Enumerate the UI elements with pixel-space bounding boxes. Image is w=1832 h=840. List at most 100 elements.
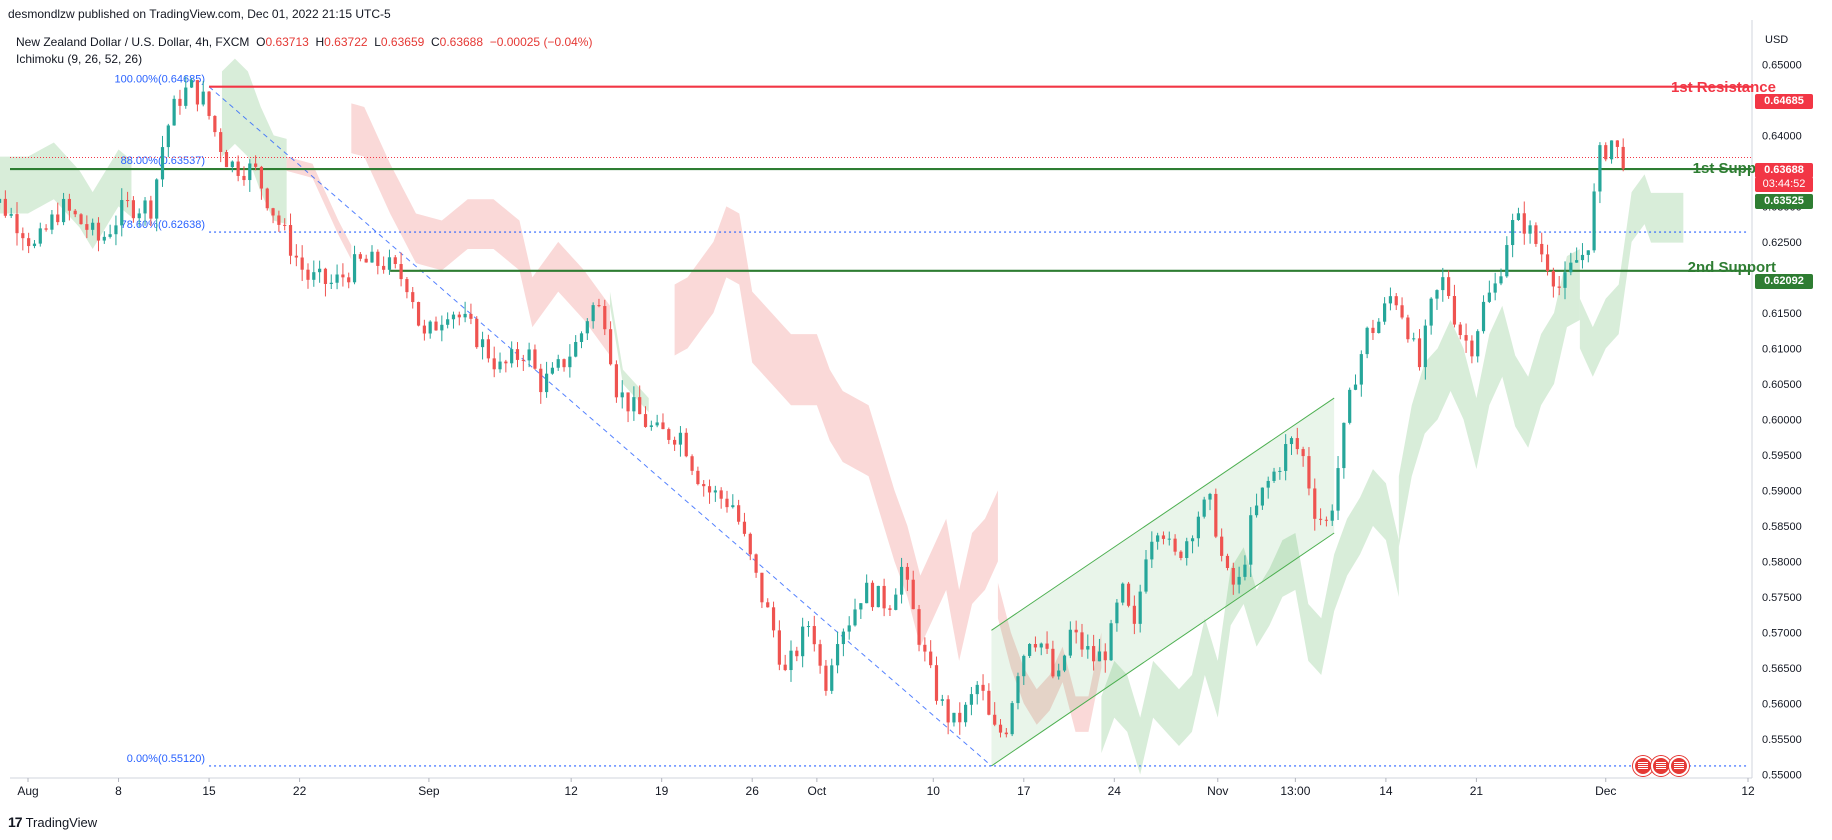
ascending-channel (991, 397, 1335, 767)
x-tick-label: Nov (1207, 784, 1228, 798)
candle-body (504, 361, 508, 364)
candle-body (539, 368, 543, 393)
candle-body (917, 609, 921, 645)
candle-body (1604, 145, 1608, 160)
candle-body (1074, 629, 1078, 633)
candle-body (9, 214, 13, 216)
support2-price-tag: 0.62092 (1755, 274, 1813, 289)
candle-body (835, 644, 840, 666)
candle-body (1371, 327, 1375, 334)
open-label: O (256, 35, 266, 49)
candle-body (213, 115, 217, 133)
y-tick-label: 0.57000 (1762, 627, 1802, 639)
candle-body (38, 228, 42, 244)
us-flag-icon[interactable] (1651, 756, 1671, 776)
candle-body (806, 626, 811, 628)
candle-body (399, 264, 403, 280)
candle-body (760, 572, 764, 603)
candle-body (684, 432, 688, 457)
ichimoku-cloud-segment (221, 58, 287, 225)
candle-body (1464, 335, 1468, 341)
indicator-label[interactable]: Ichimoku (9, 26, 52, 26) (16, 52, 143, 66)
x-tick-label: 8 (115, 784, 122, 798)
candle-body (574, 341, 578, 357)
candle-body (1266, 480, 1270, 488)
candle-body (521, 359, 525, 361)
candle-body (1522, 213, 1526, 234)
candle-body (1615, 140, 1619, 147)
currency-label: USD (1765, 34, 1789, 46)
candle-body (131, 200, 135, 219)
candle-body (1062, 655, 1067, 671)
x-tick-label: Oct (808, 784, 827, 798)
candle-body (312, 272, 316, 280)
candle-body (1435, 290, 1439, 299)
candle-body (1487, 292, 1491, 302)
candle-body (748, 533, 752, 555)
x-tick-label: 26 (746, 784, 760, 798)
candle-body (242, 175, 246, 181)
tradingview-logo[interactable]: 17 TradingView (8, 814, 97, 830)
candle-body (178, 98, 182, 106)
ichimoku-cloud-segment (609, 291, 649, 413)
candle-body (1249, 515, 1253, 565)
candle-body (492, 358, 496, 370)
close-label: C (430, 35, 440, 49)
y-tick-label: 0.64000 (1762, 130, 1802, 142)
candle-body (166, 125, 170, 148)
candle-body (783, 664, 787, 671)
candle-body (1196, 516, 1200, 539)
candle-body (1033, 644, 1038, 648)
candle-body (678, 432, 683, 445)
candle-body (603, 306, 607, 330)
candle-body (207, 91, 211, 116)
candle-body (265, 188, 269, 209)
candle-body (795, 650, 799, 657)
candle-body (859, 603, 863, 610)
candle-body (1348, 389, 1352, 423)
candle-body (771, 607, 776, 631)
fibonacci-retracement: 100.00%(0.64685)88.00%(0.63537)78.60%(0.… (115, 74, 1748, 767)
candle-body (3, 198, 7, 216)
candle-body (585, 321, 589, 334)
candle-body (579, 333, 584, 342)
candle-body (812, 626, 816, 645)
candle-body (515, 349, 520, 360)
y-tick-label: 0.56500 (1762, 663, 1802, 675)
candle-body (1359, 354, 1363, 385)
candle-body (614, 364, 619, 398)
candle-body (219, 132, 223, 152)
candle-body (1551, 271, 1555, 287)
candle-body (1010, 703, 1014, 735)
candle-body (1406, 317, 1410, 340)
candle-body (1301, 449, 1305, 457)
candle-body (987, 690, 991, 715)
candle-body (440, 324, 444, 331)
candle-body (91, 222, 95, 230)
candle-body (137, 213, 141, 219)
candle-body (114, 225, 118, 235)
us-flag-icon[interactable] (1633, 756, 1653, 776)
candle-body (609, 329, 613, 365)
candle-body (1289, 438, 1294, 445)
candle-body (1318, 518, 1323, 520)
candle-body (434, 321, 438, 331)
x-tick-label: 19 (655, 784, 669, 798)
candle-body (469, 313, 473, 319)
x-tick-label: 14 (1379, 784, 1393, 798)
candle-body (777, 630, 781, 665)
candle-body (300, 257, 304, 270)
candle-body (1208, 493, 1212, 500)
candle-body (364, 258, 368, 263)
candle-body (1324, 519, 1329, 521)
candle-body (318, 268, 322, 273)
candle-body (1447, 277, 1451, 297)
us-flag-icon[interactable] (1669, 756, 1689, 776)
candle-body (1540, 243, 1544, 255)
candle-body (1336, 468, 1340, 511)
candle-body (475, 318, 479, 348)
candle-body (446, 319, 450, 325)
candle-body (387, 257, 392, 270)
candle-body (102, 236, 106, 241)
